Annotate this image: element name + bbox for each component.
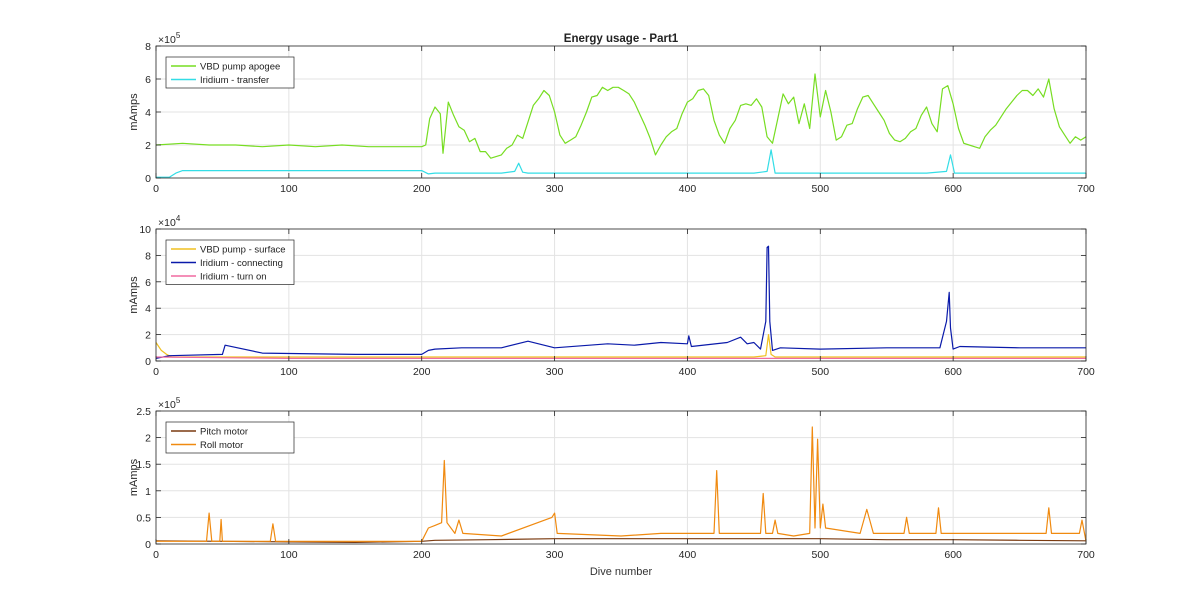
x-tick-label: 700 [1077, 549, 1095, 561]
subplot-3: 0 100 200 300 400 500 600 700 0 0.5 1 1.5 2 2.5 ×105 mA… [128, 396, 1095, 561]
y-tick-label: 1.5 [136, 459, 151, 471]
legend-entry: Iridium - transfer [200, 75, 269, 86]
series-line-2 [155, 245, 1086, 359]
x-tick-label: 0 [153, 366, 159, 378]
x-tick-label: 200 [413, 366, 431, 378]
subplot-1: 0 100 200 300 400 500 600 700 0 2 4 6 8 ×105 mAmps VBD … [128, 31, 1095, 195]
y-tick-label: 2 [145, 433, 151, 445]
y-exponent-power: 5 [176, 396, 181, 405]
y-tick-label: 10 [139, 224, 151, 236]
legend-entry: Iridium - turn on [200, 272, 267, 283]
series-line-2 [156, 426, 1087, 542]
x-tick-label: 0 [153, 183, 159, 195]
y-exponent-base: ×10 [158, 34, 176, 46]
y-tick-label: 4 [145, 303, 151, 315]
y-axis-label: mAmps [128, 276, 140, 314]
axes-frame [155, 410, 1087, 545]
x-tick-label: 500 [812, 183, 830, 195]
x-tick-label: 400 [679, 183, 697, 195]
legend-entry: Pitch motor [200, 427, 248, 438]
y-exponent-label: ×105 [158, 396, 181, 411]
y-tick-label: 2 [145, 140, 151, 152]
y-tick-label: 1 [145, 486, 151, 498]
x-tick-label: 700 [1077, 183, 1095, 195]
x-tick-label: 400 [679, 366, 697, 378]
figure-title: Energy usage - Part1 [564, 33, 679, 45]
y-tick-label: 0 [145, 539, 151, 551]
x-tick-label: 200 [413, 183, 431, 195]
y-tick-label: 6 [145, 74, 151, 86]
x-tick-label: 100 [280, 183, 298, 195]
y-exponent-label: ×105 [158, 31, 181, 46]
y-tick-label: 6 [145, 277, 151, 289]
x-tick-label: 300 [546, 183, 564, 195]
legend-box [165, 56, 295, 89]
x-tick-label: 100 [280, 366, 298, 378]
y-tick-label: 2 [145, 330, 151, 342]
x-tick-label: 300 [546, 366, 564, 378]
y-tick-label: 8 [145, 250, 151, 262]
y-exponent-power: 4 [176, 214, 181, 223]
y-tick-label: 4 [145, 107, 151, 119]
y-tick-label: 8 [145, 41, 151, 53]
y-exponent-base: ×10 [158, 217, 176, 229]
x-tick-label: 600 [944, 366, 962, 378]
x-axis-label: Dive number [590, 566, 653, 578]
x-tick-label: 600 [944, 549, 962, 561]
x-tick-label: 700 [1077, 366, 1095, 378]
y-exponent-base: ×10 [158, 399, 176, 411]
legend-entry: VBD pump apogee [200, 62, 280, 73]
x-tick-label: 200 [413, 549, 431, 561]
y-exponent-label: ×104 [158, 214, 181, 229]
y-exponent-power: 5 [176, 31, 181, 40]
y-tick-label: 0 [145, 356, 151, 368]
subplots: 0 100 200 300 400 500 600 70002468×105mAmpsVBD … [128, 31, 1095, 561]
legend-entry: Iridium - connecting [200, 258, 283, 269]
series-line-1 [155, 538, 1087, 544]
y-axis-label: mAmps [128, 458, 140, 496]
subplot-2: 0 100 200 300 400 500 600 7000246810×104mAmpsVB… [128, 214, 1095, 378]
x-tick-label: 400 [679, 549, 697, 561]
axes-frame [155, 228, 1087, 362]
legend-entry: Roll motor [200, 440, 243, 451]
plot-area [156, 411, 1086, 544]
x-tick-label: 500 [812, 549, 830, 561]
series-line-1 [155, 73, 1087, 159]
x-tick-label: 600 [944, 183, 962, 195]
y-tick-label: 2.5 [136, 406, 151, 418]
series-line-2 [156, 149, 1086, 178]
legend: VBD pump apogee Iridium - transfer [165, 56, 295, 89]
x-tick-label: 0 [153, 549, 159, 561]
x-tick-label: 300 [546, 549, 564, 561]
y-tick-label: 0 [145, 173, 151, 185]
legend: VBD pump - surface Iridium - connecting Ir… [165, 239, 295, 285]
plot-area [156, 229, 1086, 361]
y-axis-label: mAmps [128, 93, 140, 131]
legend-entry: VBD pump - surface [200, 245, 286, 256]
x-tick-label: 500 [812, 366, 830, 378]
legend: Pitch motor Roll motor [165, 421, 295, 454]
x-tick-label: 100 [280, 549, 298, 561]
legend-box [165, 421, 295, 454]
series-line-3 [155, 356, 1086, 359]
y-tick-label: 0.5 [136, 512, 151, 524]
